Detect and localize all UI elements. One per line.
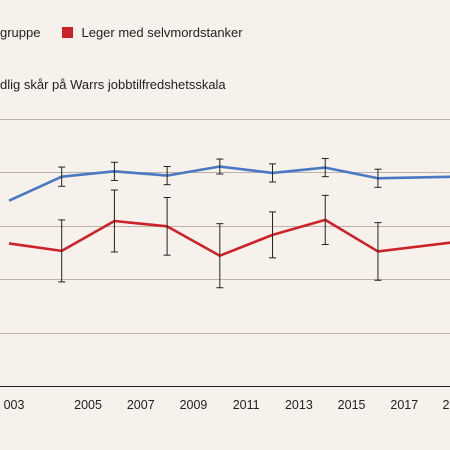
x-tick-label: 003	[4, 398, 25, 412]
legend-label-blue: gruppe	[0, 24, 41, 40]
series-line-0	[8, 165, 450, 202]
x-tick-label: 2	[443, 398, 450, 412]
legend-label-red: Leger med selvmordstanker	[81, 24, 243, 40]
legend-item-red: Leger med selvmordstanker	[62, 24, 243, 40]
x-tick-label: 2017	[390, 398, 418, 412]
legend: gruppe Leger med selvmordstanker	[0, 22, 243, 42]
x-tick-label: 2011	[233, 398, 260, 412]
x-tick-label: 2015	[338, 398, 366, 412]
legend-swatch-red	[62, 26, 74, 38]
x-tick-label: 2013	[285, 398, 313, 412]
x-tick-label: 2005	[74, 398, 102, 412]
y-axis-label: dlig skår på Warrs jobbtilfredshetsskala	[0, 77, 226, 92]
x-tick-label: 2007	[127, 398, 155, 412]
x-tick-label: 2009	[180, 398, 208, 412]
legend-item-blue: gruppe	[0, 25, 40, 40]
series-line-1	[8, 218, 450, 258]
